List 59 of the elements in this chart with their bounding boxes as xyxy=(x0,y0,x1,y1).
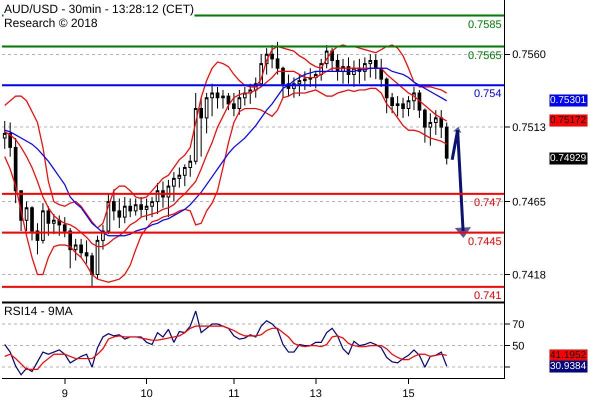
x-tick-label: 10 xyxy=(140,388,153,400)
candlestick xyxy=(238,89,242,116)
text: 0.75172 xyxy=(550,115,587,126)
candlestick xyxy=(188,154,192,178)
y-tick-label: 0.7513 xyxy=(512,122,546,134)
ref-line-label: 0.7445 xyxy=(468,236,502,248)
candlestick xyxy=(248,83,252,104)
text: 0.75301 xyxy=(550,95,587,106)
candlestick xyxy=(428,112,432,146)
candlestick xyxy=(52,214,56,235)
candlestick xyxy=(139,196,143,218)
chart-title: AUD/USD - 30min - 13:28:12 (CET) xyxy=(4,2,194,16)
candlestick xyxy=(2,120,7,150)
candlestick xyxy=(308,68,312,88)
candlestick xyxy=(178,166,182,188)
y-tick-label: 0.7465 xyxy=(512,196,546,208)
candlestick xyxy=(199,97,203,158)
candlestick xyxy=(117,198,122,228)
text: 41.1952 xyxy=(550,350,587,361)
candlestick xyxy=(390,92,394,114)
candlestick xyxy=(57,215,62,236)
candlestick xyxy=(314,70,318,89)
text: 0.74929 xyxy=(550,153,587,164)
ref-line-label: 0.754 xyxy=(474,88,502,100)
candlestick xyxy=(62,216,67,238)
ref-line-label: 0.747 xyxy=(474,197,502,209)
y-tick-label: 50 xyxy=(512,340,524,352)
candlestick xyxy=(374,54,378,80)
ref-line-label: 0.7565 xyxy=(468,50,502,62)
y-tick-label: 0.7418 xyxy=(512,269,546,282)
candlestick xyxy=(134,198,138,216)
ref-line-label: 0.741 xyxy=(474,290,502,302)
candlestick xyxy=(182,164,187,187)
candlestick xyxy=(303,70,307,90)
y-tick-label: 0.7560 xyxy=(512,49,546,62)
candlestick xyxy=(14,138,18,204)
x-tick-label: 11 xyxy=(228,388,240,400)
candlestick xyxy=(439,110,444,139)
x-tick-label: 15 xyxy=(402,388,415,400)
line-series xyxy=(4,326,448,370)
candlestick xyxy=(368,54,372,78)
ref-line-label: 0.7585 xyxy=(468,19,502,31)
chart-title: RSI14 - 9MA xyxy=(4,304,73,318)
candlestick xyxy=(444,122,449,165)
x-tick-label: 13 xyxy=(310,388,322,400)
y-tick-label: 70 xyxy=(512,318,524,331)
candlestick xyxy=(379,58,384,88)
candlestick xyxy=(112,188,116,221)
x-tick-label: 9 xyxy=(62,388,68,400)
candlestick xyxy=(122,196,127,224)
text: Research © 2018 xyxy=(4,16,98,30)
candlestick xyxy=(8,122,12,158)
text: 30.9384 xyxy=(550,361,587,372)
candlestick xyxy=(128,198,132,218)
candlestick xyxy=(194,92,198,165)
candlestick xyxy=(434,110,438,136)
candlestick xyxy=(242,86,247,106)
candlestick xyxy=(74,238,78,262)
candlestick xyxy=(384,77,389,114)
